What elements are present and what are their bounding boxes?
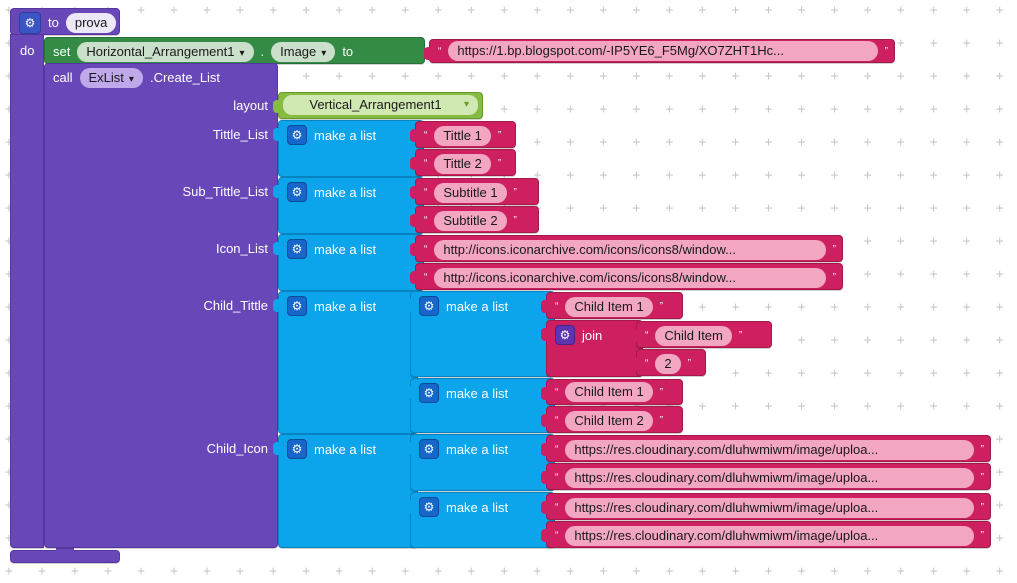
mutator-gear-icon[interactable]: ⚙ <box>419 383 439 403</box>
text-field[interactable]: http://icons.iconarchive.com/icons/icons… <box>434 239 826 260</box>
make-a-list-block[interactable]: ⚙ make a list <box>273 177 424 234</box>
text-string-block[interactable]: “https://res.cloudinary.com/dluhwmiwm/im… <box>541 463 991 490</box>
text-string-block[interactable]: “Child Item 1” <box>541 292 683 319</box>
dot-separator: . <box>260 44 265 59</box>
text-string-block[interactable]: “Child Item” <box>631 321 772 348</box>
text-field[interactable]: Subtitle 2 <box>434 210 507 231</box>
component-getter-block[interactable]: Vertical_Arrangement1 ▾ <box>273 92 483 119</box>
text-field[interactable]: Tittle 2 <box>434 153 491 174</box>
text-string-block[interactable]: “http://icons.iconarchive.com/icons/icon… <box>410 263 843 290</box>
text-string-block[interactable]: “http://icons.iconarchive.com/icons/icon… <box>410 235 843 262</box>
set-label: set <box>53 44 71 59</box>
param-label-layout: layout <box>233 98 268 113</box>
mutator-gear-icon[interactable]: ⚙ <box>287 296 307 316</box>
call-label: call <box>53 70 73 85</box>
text-field[interactable]: https://res.cloudinary.com/dluhwmiwm/ima… <box>565 525 974 546</box>
make-a-list-block[interactable]: ⚙ make a list <box>405 434 555 491</box>
text-field[interactable]: http://icons.iconarchive.com/icons/icons… <box>434 267 826 288</box>
mutator-gear-icon[interactable]: ⚙ <box>287 239 307 259</box>
make-a-list-block[interactable]: ⚙ make a list <box>273 234 424 291</box>
call-create-list-block[interactable]: call ExList ▾ .Create_List layout Tittle_… <box>44 63 278 548</box>
text-string-block[interactable]: “Subtitle 2” <box>410 206 539 233</box>
dropdown-arrow-icon: ▾ <box>463 99 469 110</box>
param-label-sub-tittle-list: Sub_Tittle_List <box>182 184 268 199</box>
text-field[interactable]: Child Item 2 <box>565 410 653 431</box>
procedure-do-label: do <box>20 43 35 58</box>
text-field[interactable]: https://1.bp.blogspot.com/-IP5YE6_F5Mg/X… <box>448 41 878 61</box>
dropdown-arrow-icon: ▾ <box>239 47 245 59</box>
text-string-block[interactable]: “https://res.cloudinary.com/dluhwmiwm/im… <box>541 435 991 462</box>
join-mutator-gear-icon[interactable]: ⚙ <box>555 325 575 345</box>
param-label-child-icon: Child_Icon <box>206 441 268 456</box>
procedure-block-header[interactable]: ⚙ to prova <box>10 8 120 35</box>
param-label-icon-list: Icon_List <box>215 241 268 256</box>
method-label: .Create_List <box>149 70 221 85</box>
text-field[interactable]: Subtitle 1 <box>434 182 507 203</box>
statement-socket-notch <box>56 546 74 554</box>
text-field[interactable]: 2 <box>655 353 681 374</box>
param-label-child-tittle: Child_Tittle <box>203 298 268 313</box>
mutator-gear-icon[interactable]: ⚙ <box>287 439 307 459</box>
text-field[interactable]: https://res.cloudinary.com/dluhwmiwm/ima… <box>565 467 974 488</box>
make-a-list-block[interactable]: ⚙ make a list <box>273 120 424 177</box>
mutator-gear-icon[interactable]: ⚙ <box>419 296 439 316</box>
dropdown-arrow-icon: ▾ <box>321 47 327 59</box>
join-block[interactable]: ⚙ join <box>541 320 643 377</box>
param-label-tittle-list: Tittle_List <box>212 127 268 142</box>
text-string-block[interactable]: “Subtitle 1” <box>410 178 539 205</box>
mutator-gear-icon[interactable]: ⚙ <box>419 497 439 517</box>
make-a-list-block[interactable]: ⚙ make a list <box>273 434 418 548</box>
text-string-block[interactable]: “Tittle 1” <box>410 121 516 148</box>
make-a-list-block[interactable]: ⚙ make a list <box>405 492 555 548</box>
text-string-block[interactable]: “Tittle 2” <box>410 149 516 176</box>
procedure-block-spine[interactable]: do <box>10 34 44 548</box>
text-string-block[interactable]: “Child Item 1” <box>541 379 683 405</box>
text-field[interactable]: https://res.cloudinary.com/dluhwmiwm/ima… <box>565 497 974 518</box>
procedure-mutator-gear-icon[interactable]: ⚙ <box>19 11 41 34</box>
procedure-name-field[interactable]: prova <box>65 12 117 33</box>
text-string-block[interactable]: “https://res.cloudinary.com/dluhwmiwm/im… <box>541 493 991 520</box>
set-to-label: to <box>342 44 354 59</box>
mutator-gear-icon[interactable]: ⚙ <box>287 182 307 202</box>
component-dropdown[interactable]: Horizontal_Arrangement1 ▾ <box>77 41 254 62</box>
getter-dropdown[interactable]: Vertical_Arrangement1 ▾ <box>283 95 478 115</box>
mutator-gear-icon[interactable]: ⚙ <box>287 125 307 145</box>
make-a-list-block[interactable]: ⚙ make a list <box>405 378 555 433</box>
make-a-list-block[interactable]: ⚙ make a list <box>405 291 555 377</box>
text-string-block[interactable]: “https://res.cloudinary.com/dluhwmiwm/im… <box>541 521 991 548</box>
text-field[interactable]: Child Item 1 <box>565 296 653 317</box>
make-a-list-block[interactable]: ⚙ make a list <box>273 291 418 434</box>
text-string-block[interactable]: “ https://1.bp.blogspot.com/-IP5YE6_F5Mg… <box>424 39 895 63</box>
dropdown-arrow-icon: ▾ <box>128 73 134 85</box>
text-string-block[interactable]: “2” <box>631 349 706 376</box>
extension-dropdown[interactable]: ExList ▾ <box>79 67 143 88</box>
procedure-to-label: to <box>48 15 59 30</box>
property-dropdown[interactable]: Image ▾ <box>271 41 336 62</box>
text-field[interactable]: Child Item <box>655 325 732 346</box>
text-field[interactable]: Child Item 1 <box>565 382 653 402</box>
set-property-block[interactable]: set Horizontal_Arrangement1 ▾ . Image ▾ to <box>44 37 425 64</box>
mutator-gear-icon[interactable]: ⚙ <box>419 439 439 459</box>
text-field[interactable]: Tittle 1 <box>434 125 491 146</box>
text-string-block[interactable]: “Child Item 2” <box>541 406 683 433</box>
text-field[interactable]: https://res.cloudinary.com/dluhwmiwm/ima… <box>565 439 974 460</box>
